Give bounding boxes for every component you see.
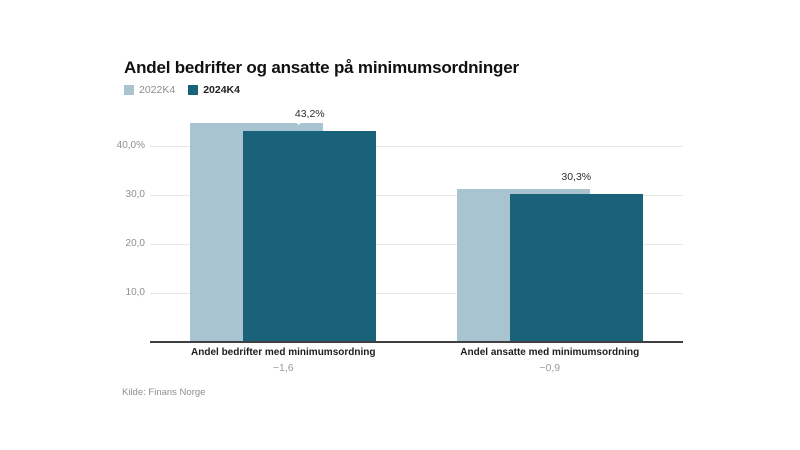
category-label: Andel ansatte med minimumsordning bbox=[460, 347, 640, 358]
x-axis-line bbox=[150, 341, 683, 343]
legend-swatch-icon bbox=[188, 85, 199, 96]
y-axis-tick-label: 40,0% bbox=[116, 140, 145, 152]
category-label: Andel bedrifter med minimumsordning bbox=[191, 347, 376, 358]
gridline-30 bbox=[150, 195, 683, 197]
data-label: 43,2% bbox=[291, 108, 328, 122]
y-axis-tick-label: 20,0 bbox=[125, 238, 145, 250]
y-axis-tick-label: 10,0 bbox=[125, 287, 145, 299]
legend-item-2024K4[interactable]: 2024K4 bbox=[188, 85, 240, 96]
data-label: 30,3% bbox=[558, 171, 595, 185]
legend-swatch-icon bbox=[124, 85, 134, 96]
legend-label: 2024K4 bbox=[203, 84, 240, 96]
source-note: Kilde: Finans Norge bbox=[122, 387, 206, 398]
legend-item-2022K4[interactable]: 2022K4 bbox=[124, 85, 175, 96]
y-axis-tick-label: 30,0 bbox=[125, 189, 145, 201]
category-change-label: −0,9 bbox=[539, 362, 561, 374]
gridline-40 bbox=[150, 146, 683, 148]
bar-2024K4-2[interactable] bbox=[509, 193, 643, 342]
plot-area: 10,0 20,0 30,0 40,0% 43,2% 30,3% bbox=[117, 108, 683, 342]
bar-2024K4-1[interactable] bbox=[243, 130, 377, 342]
gridline-20 bbox=[150, 244, 683, 246]
gridline-10 bbox=[150, 293, 683, 295]
legend: 2022K4 2024K4 bbox=[124, 85, 240, 96]
category-change-label: −1,6 bbox=[272, 362, 294, 374]
chart-title: Andel bedrifter og ansatte på minimumsor… bbox=[124, 58, 519, 77]
legend-label: 2022K4 bbox=[139, 84, 176, 96]
